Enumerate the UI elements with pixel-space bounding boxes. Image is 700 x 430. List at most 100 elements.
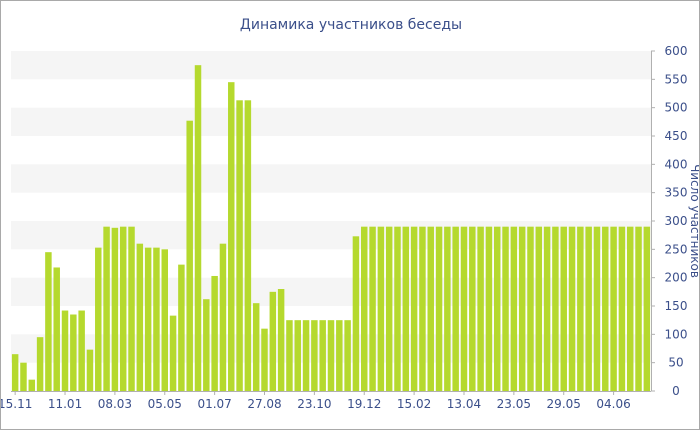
bar: [286, 320, 293, 391]
x-tick-label: 15.11: [1, 397, 32, 411]
bar: [643, 226, 651, 391]
bar: [402, 226, 410, 391]
bar: [178, 264, 185, 391]
bar: [336, 320, 343, 391]
bar: [228, 82, 235, 392]
bar: [36, 337, 44, 391]
bar: [493, 226, 501, 391]
x-tick-label: 29.05: [547, 397, 581, 411]
bar: [119, 226, 127, 391]
x-tick-label: 05.05: [148, 397, 182, 411]
bar: [485, 226, 493, 391]
bar: [252, 303, 260, 391]
bar: [277, 289, 285, 391]
bar: [319, 320, 326, 391]
x-axis: 15.11 11.01 08.03 05.05 01.07 27.08 23.10 19.12…: [1, 391, 651, 411]
bar: [560, 226, 567, 391]
y-tick-label: 600: [665, 44, 688, 58]
bar: [11, 354, 19, 391]
bar: [377, 226, 385, 391]
bar: [261, 328, 268, 391]
bar: [469, 226, 476, 391]
bar: [236, 100, 243, 392]
y-tick-label: 400: [665, 157, 688, 171]
bar: [186, 120, 193, 391]
y-tick-label: 500: [665, 101, 688, 115]
bar: [53, 267, 60, 391]
bar: [45, 252, 52, 391]
bar: [602, 226, 609, 391]
bar: [194, 65, 202, 392]
bar: [626, 226, 634, 391]
bar: [327, 320, 335, 391]
bar: [28, 379, 36, 391]
bar: [78, 310, 85, 391]
bar: [460, 226, 468, 391]
bar: [136, 243, 144, 391]
bar: [269, 291, 277, 391]
bar: [385, 226, 393, 391]
bar: [361, 226, 368, 391]
bar: [70, 314, 77, 391]
bar: [477, 226, 484, 391]
bar: [211, 275, 218, 391]
y-tick-label: 350: [665, 186, 688, 200]
x-tick-label: 04.06: [596, 397, 630, 411]
bar: [452, 226, 459, 391]
bar: [444, 226, 451, 391]
bar: [568, 226, 576, 391]
x-tick-label: 13.04: [447, 397, 481, 411]
y-tick-label: 300: [665, 214, 688, 228]
grid-band: [11, 51, 651, 80]
y-axis-title: Число участников: [688, 164, 699, 278]
bar: [161, 249, 168, 391]
bar: [635, 226, 642, 391]
bar: [543, 226, 551, 391]
bar: [535, 226, 543, 391]
chart-title: Динамика участников беседы: [240, 17, 462, 33]
y-tick-label: 0: [672, 384, 680, 398]
x-tick-label: 27.08: [247, 397, 281, 411]
bar: [352, 236, 360, 391]
bar: [302, 320, 310, 391]
y-tick-label: 250: [665, 242, 688, 256]
bar: [410, 226, 418, 391]
bar: [20, 362, 27, 391]
bar: [419, 226, 426, 391]
bar: [203, 299, 210, 391]
grid-band: [11, 107, 651, 136]
x-tick-label: 23.10: [297, 397, 331, 411]
grid-band: [11, 164, 651, 193]
y-tick-label: 450: [665, 129, 688, 143]
bar: [344, 320, 351, 391]
bar: [244, 100, 252, 392]
bar: [610, 226, 617, 391]
bar: [95, 247, 102, 391]
x-tick-label: 15.02: [397, 397, 431, 411]
bar: [435, 226, 443, 391]
bar: [427, 226, 434, 391]
x-tick-label: 23.05: [497, 397, 531, 411]
bar: [394, 226, 401, 391]
bar: [502, 226, 509, 391]
y-tick-label: 200: [665, 271, 688, 285]
bar: [618, 226, 626, 391]
bar: [593, 226, 601, 391]
bar: [111, 227, 119, 391]
bar: [61, 310, 69, 391]
bar: [552, 226, 559, 391]
bar: [169, 315, 177, 391]
y-tick-label: 50: [668, 356, 683, 370]
y-axis: 0 50 100 150 200 250 300 350 400 450 500 550 600: [651, 44, 687, 398]
y-tick-label: 550: [665, 72, 688, 86]
bar: [103, 226, 110, 391]
bar: [128, 226, 135, 391]
bar: [86, 349, 94, 391]
bar: [153, 247, 160, 391]
bar: [369, 226, 376, 391]
bar: [510, 226, 518, 391]
bar: [518, 226, 526, 391]
x-tick-label: 19.12: [347, 397, 381, 411]
bar-series: [11, 65, 651, 392]
